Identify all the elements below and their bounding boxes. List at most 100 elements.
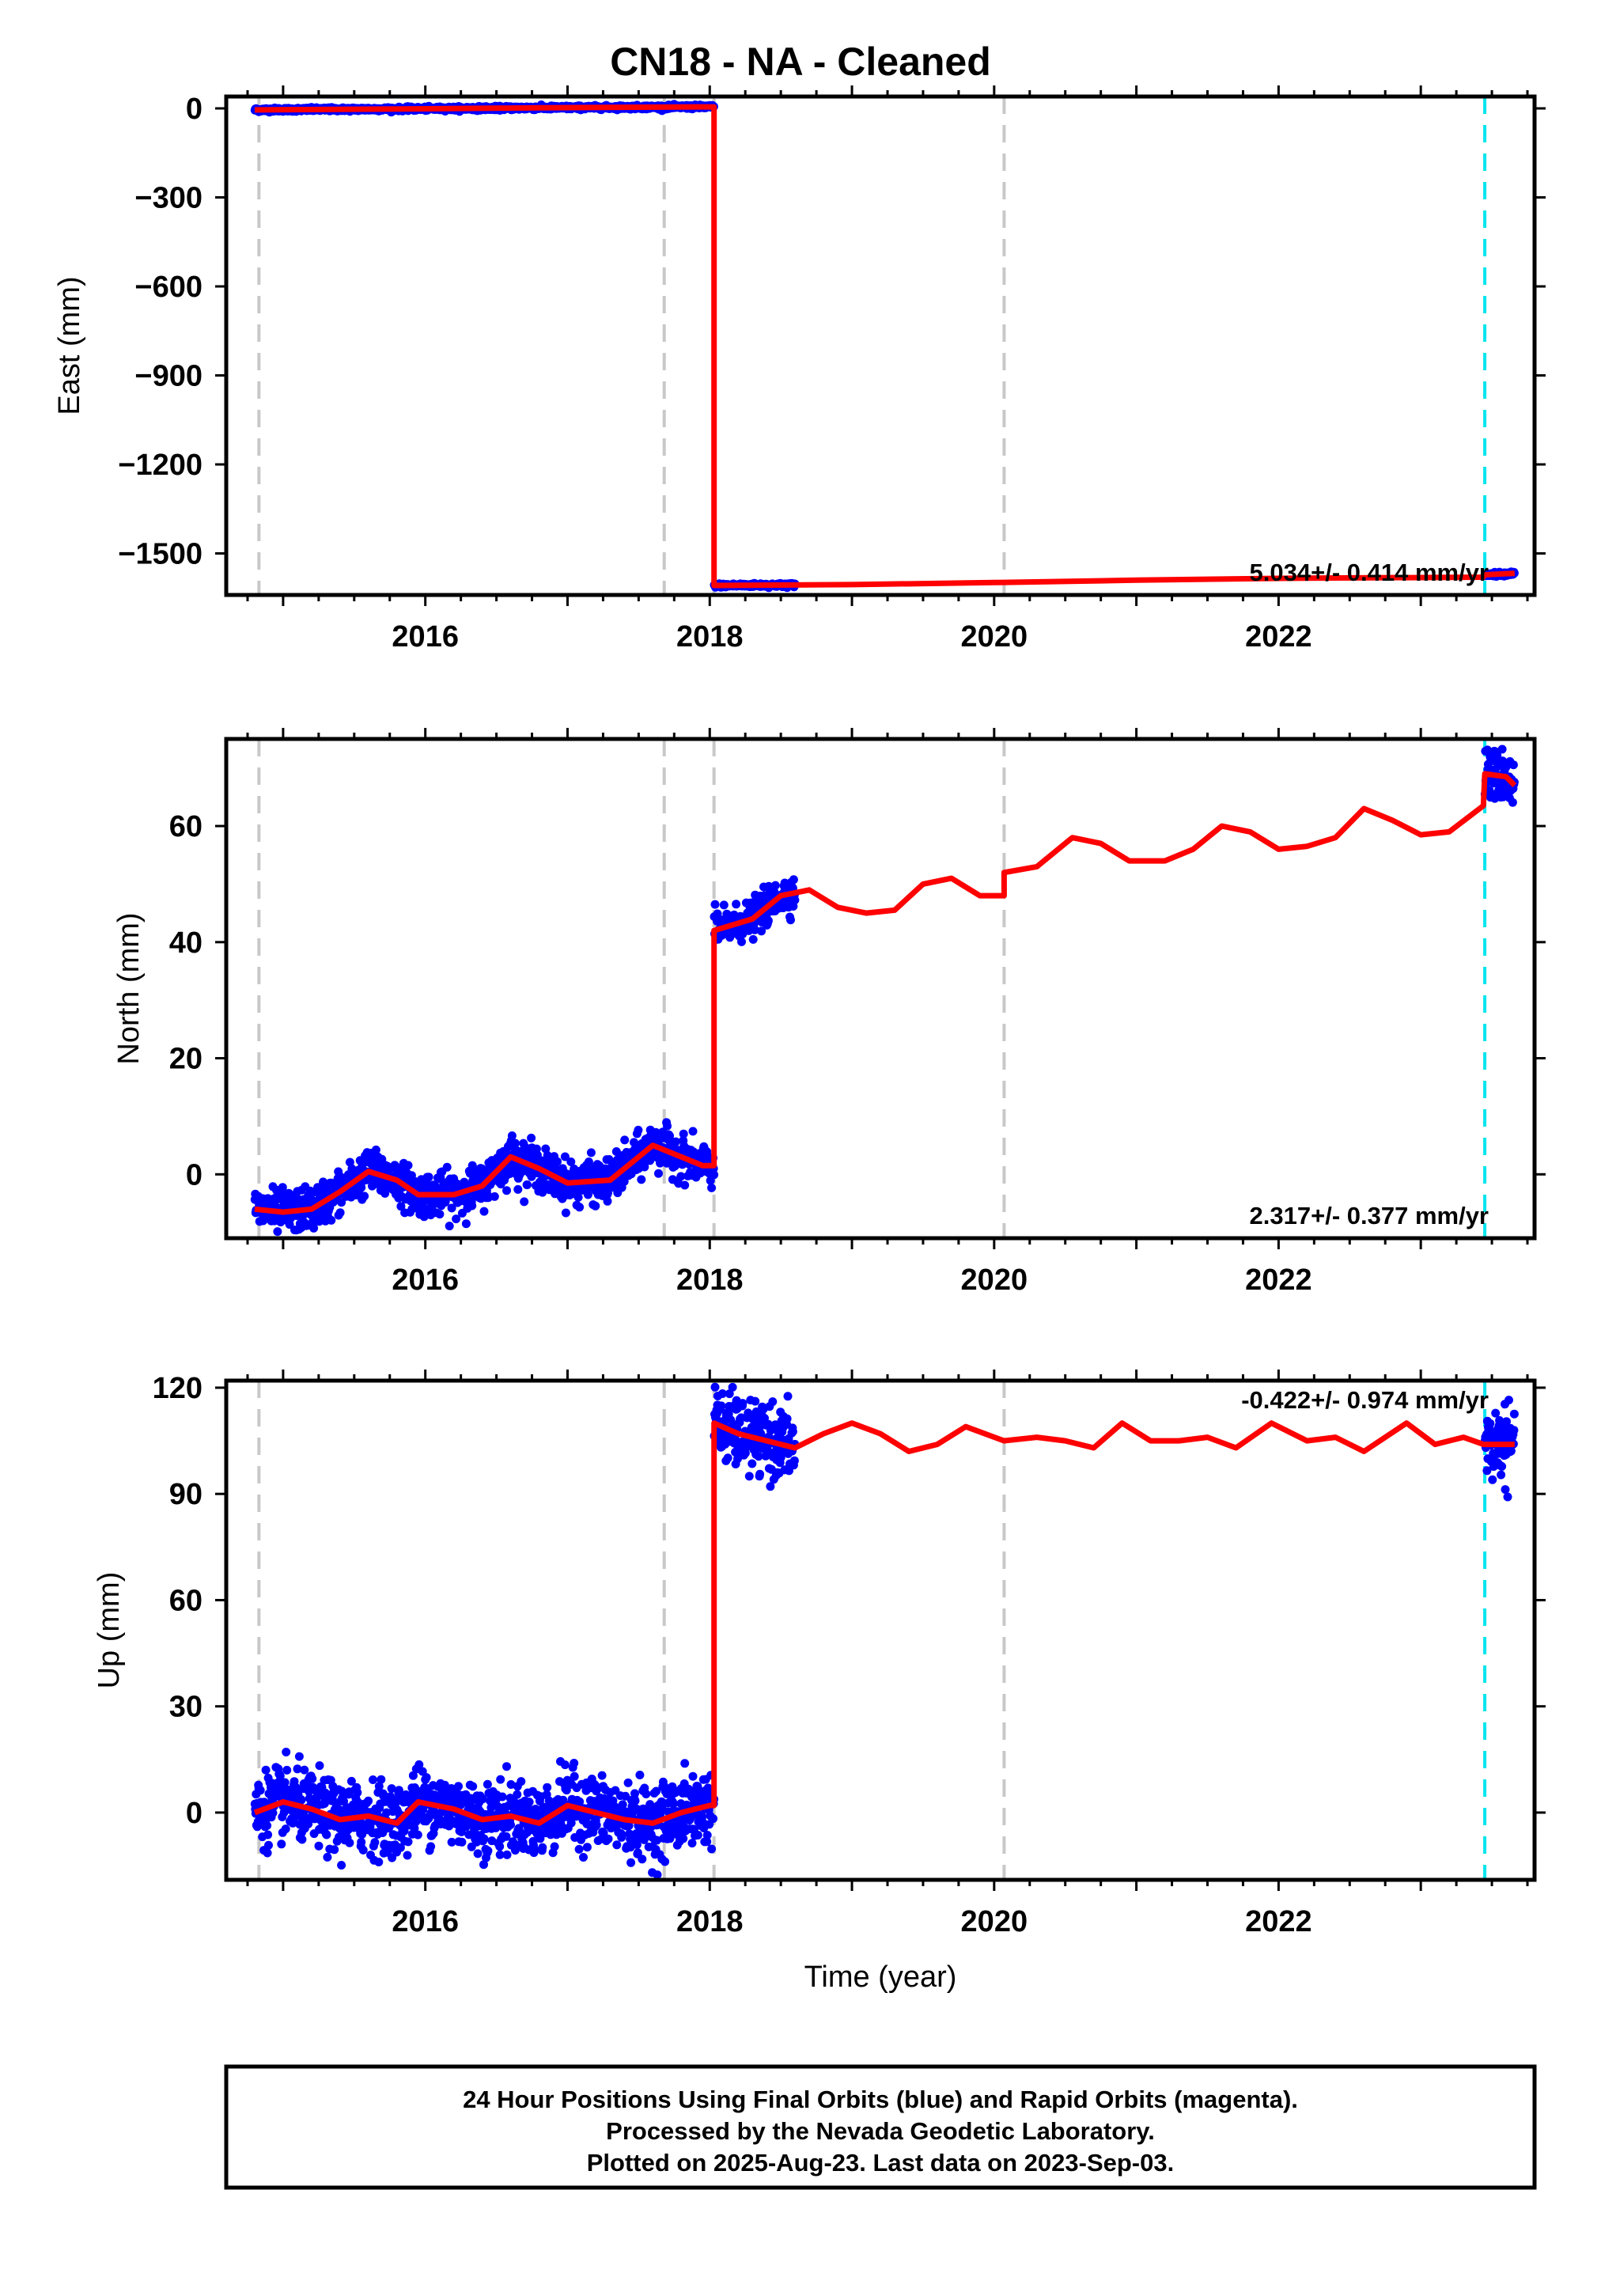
observation-point-450 [426, 1842, 436, 1851]
observation-point-273 [357, 1183, 366, 1192]
footer-line-2: Processed by the Nevada Geodetic Laborat… [606, 2117, 1155, 2145]
observation-point-373 [396, 1843, 405, 1852]
observation-point-1421 [1495, 1415, 1504, 1425]
observation-point-1158 [702, 1837, 712, 1847]
observation-point-736 [538, 1843, 547, 1852]
observation-point-263 [353, 1788, 362, 1798]
y-tick-label: −300 [134, 182, 202, 215]
observation-point-1389 [1482, 1466, 1492, 1476]
velocity-rate-text: 2.317+/- 0.377 mm/yr [1250, 1202, 1489, 1229]
observation-point-875 [592, 1821, 601, 1830]
observation-point-79 [281, 1824, 290, 1834]
observation-point-408 [410, 1824, 419, 1833]
observation-point-557 [467, 1201, 477, 1211]
observation-point-319 [374, 1782, 384, 1791]
x-tick-label-2020: 2020 [961, 1905, 1028, 1938]
observation-point-1274 [748, 1459, 757, 1468]
observation-point-1159 [702, 1831, 712, 1839]
observation-point-974 [630, 1796, 640, 1805]
observation-point-863 [586, 1148, 596, 1157]
observation-point-1249 [737, 937, 746, 946]
observation-point-393 [403, 1161, 413, 1170]
observation-point-672 [513, 1790, 522, 1799]
y-tick-label: 0 [186, 1158, 202, 1192]
observation-point-1031 [653, 1870, 662, 1880]
observation-point-691 [520, 1197, 529, 1207]
observation-point-798 [561, 1208, 570, 1218]
observation-point-668 [510, 1139, 520, 1148]
observation-point-949 [621, 1791, 630, 1801]
y-tick-label: −1200 [118, 449, 202, 482]
observation-point-1172 [707, 1183, 717, 1192]
y-tick-label: 60 [169, 1584, 202, 1617]
north-panel: 2016 2018 2020 2022 0 20 40 60 North (mm) 2.317+/… [112, 728, 1546, 1297]
observation-point-318 [374, 1858, 384, 1866]
observation-point-1012 [645, 1800, 655, 1809]
observation-point-615 [490, 1192, 499, 1201]
observation-point-243 [345, 1838, 354, 1847]
observation-point-927 [612, 1840, 622, 1850]
x-tick-label-2016: 2016 [392, 1264, 459, 1297]
observation-point-1224 [728, 1382, 737, 1392]
observation-point-278 [358, 1845, 368, 1855]
y-tick-label: −900 [134, 360, 202, 393]
observation-point-1442 [1503, 1492, 1512, 1502]
observation-point-587 [479, 1834, 489, 1843]
observation-point-973 [630, 1789, 639, 1798]
observation-point-82 [282, 1765, 292, 1775]
observation-point-709 [527, 1133, 536, 1142]
observation-point-851 [582, 1843, 592, 1852]
observation-point-857 [584, 1157, 593, 1166]
x-tick-label-2022: 2022 [1245, 1905, 1312, 1938]
x-tick-label-2016: 2016 [392, 620, 459, 654]
observation-point-596 [483, 1779, 492, 1789]
footer-box: 24 Hour Positions Using Final Orbits (bl… [224, 2064, 1537, 2190]
observation-point-1411 [1491, 1408, 1501, 1418]
x-tick-label-2018: 2018 [676, 1264, 744, 1297]
observation-point-244 [345, 1157, 354, 1167]
observation-point-499 [445, 1222, 454, 1231]
observation-point-776 [553, 1157, 562, 1166]
y-tick-label: −1500 [118, 538, 202, 571]
y-tick-label: 20 [169, 1043, 202, 1076]
observation-point-439 [422, 1773, 431, 1783]
observation-point-617 [491, 1823, 501, 1832]
observation-point-184 [322, 1830, 331, 1839]
observation-point-542 [461, 1219, 471, 1229]
observation-point-1204 [719, 900, 729, 910]
observation-point-810 [566, 1818, 576, 1828]
x-axis-label: Time (year) [804, 1961, 957, 1994]
observation-point-1431 [1497, 744, 1507, 754]
observation-point-644 [501, 1832, 511, 1841]
observation-point-634 [498, 1792, 507, 1802]
observation-point-1397 [1486, 1419, 1495, 1428]
observation-point-1282 [751, 1396, 760, 1406]
observation-point-645 [502, 1762, 511, 1771]
observation-point-1445 [1504, 1396, 1513, 1405]
observation-point-798 [562, 1786, 571, 1795]
observation-point-1212 [723, 1453, 732, 1463]
observation-point-715 [530, 1844, 539, 1854]
observation-point-1174 [709, 1814, 718, 1824]
observation-point-646 [502, 1850, 512, 1859]
observation-point-746 [541, 1144, 551, 1154]
model-line [253, 1420, 1515, 1826]
y-axis-label: Up (mm) [93, 1572, 126, 1689]
observation-point-369 [394, 1786, 403, 1795]
observation-point-1179 [710, 1382, 720, 1392]
observation-point-1451 [1506, 1446, 1516, 1456]
observation-point-151 [309, 1223, 319, 1233]
observation-point-375 [396, 1202, 406, 1211]
observation-point-949 [620, 1135, 630, 1145]
observation-point-109 [293, 1764, 302, 1774]
observation-point-794 [560, 1760, 570, 1770]
observation-point-222 [337, 1861, 346, 1870]
observation-point-1427 [1497, 1462, 1507, 1471]
observation-point-767 [550, 1842, 559, 1851]
observation-point-1458 [1508, 798, 1517, 807]
observation-point-228 [339, 1797, 348, 1806]
observation-point-1000 [640, 1162, 649, 1172]
observation-point-1058 [663, 1121, 672, 1131]
plot-frame [224, 737, 1537, 1241]
